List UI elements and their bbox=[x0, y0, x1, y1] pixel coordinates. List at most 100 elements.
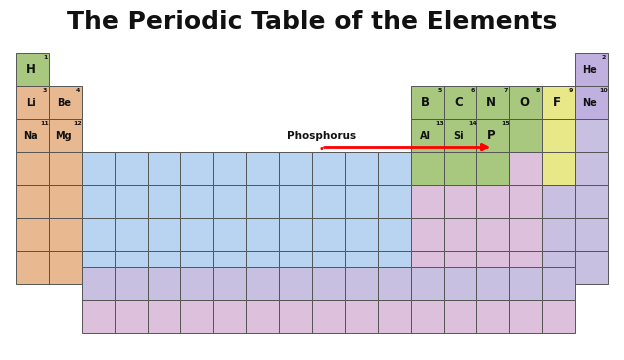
Bar bbox=[246, 218, 279, 251]
Bar bbox=[542, 251, 575, 284]
Text: 12: 12 bbox=[74, 121, 82, 126]
Bar bbox=[444, 185, 476, 218]
Bar bbox=[444, 152, 476, 185]
Bar bbox=[575, 86, 608, 119]
Bar bbox=[49, 251, 82, 284]
Text: 3: 3 bbox=[43, 88, 47, 93]
Text: Al: Al bbox=[420, 131, 431, 141]
Bar bbox=[575, 185, 608, 218]
Bar bbox=[575, 53, 608, 86]
Bar bbox=[213, 251, 246, 284]
Bar bbox=[345, 251, 378, 284]
Bar bbox=[115, 267, 148, 300]
Bar bbox=[378, 267, 411, 300]
Bar bbox=[542, 86, 575, 119]
Bar bbox=[378, 251, 411, 284]
Text: 6: 6 bbox=[470, 88, 475, 93]
Bar bbox=[115, 251, 148, 284]
Bar bbox=[312, 218, 345, 251]
Bar bbox=[312, 152, 345, 185]
Bar bbox=[542, 185, 575, 218]
Text: 11: 11 bbox=[41, 121, 49, 126]
Bar bbox=[49, 86, 82, 119]
Bar bbox=[509, 300, 542, 333]
Text: 1: 1 bbox=[43, 55, 47, 60]
Text: 10: 10 bbox=[600, 88, 608, 93]
Bar bbox=[16, 152, 49, 185]
Text: 15: 15 bbox=[501, 121, 510, 126]
Bar bbox=[476, 185, 509, 218]
Bar bbox=[345, 185, 378, 218]
Text: 5: 5 bbox=[437, 88, 442, 93]
Bar bbox=[345, 218, 378, 251]
Bar bbox=[148, 300, 180, 333]
Bar bbox=[476, 119, 509, 152]
Text: 8: 8 bbox=[536, 88, 540, 93]
Bar bbox=[213, 267, 246, 300]
Text: 2: 2 bbox=[602, 55, 606, 60]
Bar bbox=[180, 300, 213, 333]
Text: Na: Na bbox=[24, 131, 38, 141]
Text: Be: Be bbox=[57, 98, 71, 108]
Bar bbox=[49, 119, 82, 152]
Bar bbox=[444, 251, 476, 284]
Bar bbox=[279, 185, 312, 218]
Bar bbox=[575, 119, 608, 152]
Bar bbox=[82, 218, 115, 251]
Bar bbox=[49, 185, 82, 218]
Bar bbox=[378, 152, 411, 185]
Text: He: He bbox=[582, 65, 597, 75]
Bar bbox=[378, 185, 411, 218]
Bar bbox=[148, 218, 180, 251]
Text: P: P bbox=[487, 129, 495, 142]
Bar bbox=[509, 251, 542, 284]
Text: Mg: Mg bbox=[56, 131, 72, 141]
Text: Si: Si bbox=[453, 131, 464, 141]
Bar bbox=[180, 185, 213, 218]
Bar bbox=[213, 300, 246, 333]
Text: F: F bbox=[553, 96, 561, 109]
Bar bbox=[148, 152, 180, 185]
Bar bbox=[16, 218, 49, 251]
Bar bbox=[148, 267, 180, 300]
Bar bbox=[279, 152, 312, 185]
Bar bbox=[378, 218, 411, 251]
Bar bbox=[476, 251, 509, 284]
Text: The Periodic Table of the Elements: The Periodic Table of the Elements bbox=[67, 10, 557, 34]
Bar bbox=[509, 185, 542, 218]
Text: C: C bbox=[454, 96, 462, 109]
Bar bbox=[16, 119, 49, 152]
Bar bbox=[180, 218, 213, 251]
Bar bbox=[542, 218, 575, 251]
Bar bbox=[148, 251, 180, 284]
Bar bbox=[411, 185, 444, 218]
Text: 14: 14 bbox=[468, 121, 477, 126]
Bar bbox=[542, 300, 575, 333]
Bar bbox=[279, 267, 312, 300]
Bar bbox=[180, 251, 213, 284]
Bar bbox=[378, 300, 411, 333]
Bar bbox=[246, 300, 279, 333]
Bar bbox=[312, 300, 345, 333]
Bar bbox=[476, 267, 509, 300]
Text: 4: 4 bbox=[76, 88, 80, 93]
Bar bbox=[16, 53, 49, 86]
Bar bbox=[575, 152, 608, 185]
Bar bbox=[115, 300, 148, 333]
Bar bbox=[82, 152, 115, 185]
Bar bbox=[542, 152, 575, 185]
Bar bbox=[575, 251, 608, 284]
Bar bbox=[542, 86, 575, 119]
Text: 7: 7 bbox=[503, 88, 507, 93]
Bar bbox=[82, 185, 115, 218]
Bar bbox=[180, 267, 213, 300]
Bar bbox=[148, 185, 180, 218]
Bar bbox=[411, 251, 444, 284]
Text: B: B bbox=[421, 96, 430, 109]
Bar bbox=[411, 119, 444, 152]
Text: Ne: Ne bbox=[582, 98, 597, 108]
Bar bbox=[82, 251, 115, 284]
Bar bbox=[476, 152, 509, 185]
Bar bbox=[246, 251, 279, 284]
Bar bbox=[213, 152, 246, 185]
